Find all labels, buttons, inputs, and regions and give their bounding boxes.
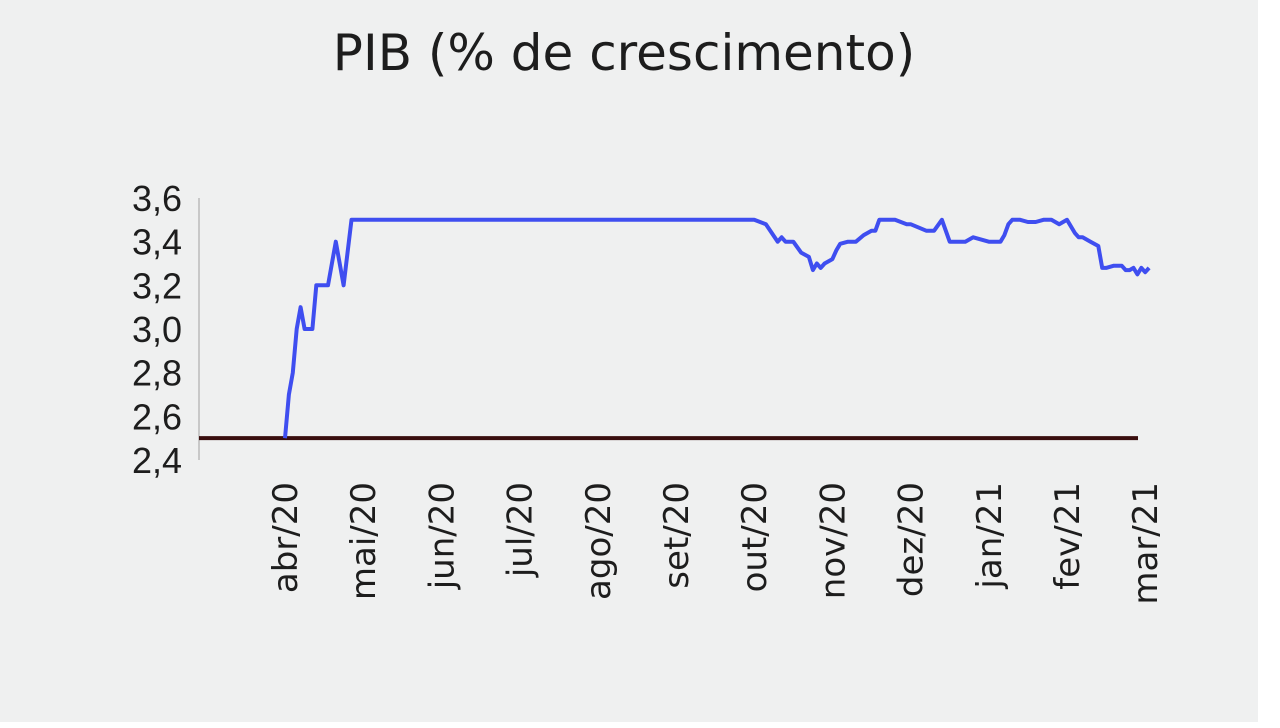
series-line-pib <box>283 217 1151 439</box>
y-tick-label: 3,6 <box>132 178 182 219</box>
x-tick-label: fev/21 <box>1048 482 1088 590</box>
x-tick-label: dez/20 <box>892 482 932 597</box>
y-tick-labels: 3,63,43,23,02,82,62,4 <box>132 178 182 481</box>
y-tick-label: 3,4 <box>132 222 182 263</box>
x-tick-label: jan/21 <box>970 482 1010 590</box>
x-tick-label: jul/20 <box>501 482 541 578</box>
line-chart: PIB (% de crescimento) 3,63,43,23,02,82,… <box>132 24 1166 605</box>
x-tick-label: mar/21 <box>1126 482 1166 605</box>
x-tick-labels: abr/20 mai/20 jun/20 jul/20 ago/20 set/20 out/… <box>266 482 1166 605</box>
y-tick-label: 2,6 <box>132 396 182 437</box>
y-tick-label: 2,4 <box>132 440 182 481</box>
y-tick-label: 2,8 <box>132 353 182 394</box>
y-tick-label: 3,0 <box>132 309 182 350</box>
y-tick-label: 3,2 <box>132 265 182 306</box>
x-tick-label: ago/20 <box>579 482 619 600</box>
x-tick-label: out/20 <box>735 482 775 592</box>
chart-panel: PIB (% de crescimento) 3,6 3,4 3,2 3,0 2,8 2,… <box>0 0 1258 722</box>
chart-title: PIB (% de crescimento) <box>333 24 915 82</box>
x-tick-label: mai/20 <box>344 482 384 600</box>
x-tick-label: set/20 <box>657 482 697 589</box>
x-tick-label: abr/20 <box>266 482 306 593</box>
x-tick-label: jun/20 <box>422 482 462 590</box>
x-tick-label: nov/20 <box>813 482 853 599</box>
